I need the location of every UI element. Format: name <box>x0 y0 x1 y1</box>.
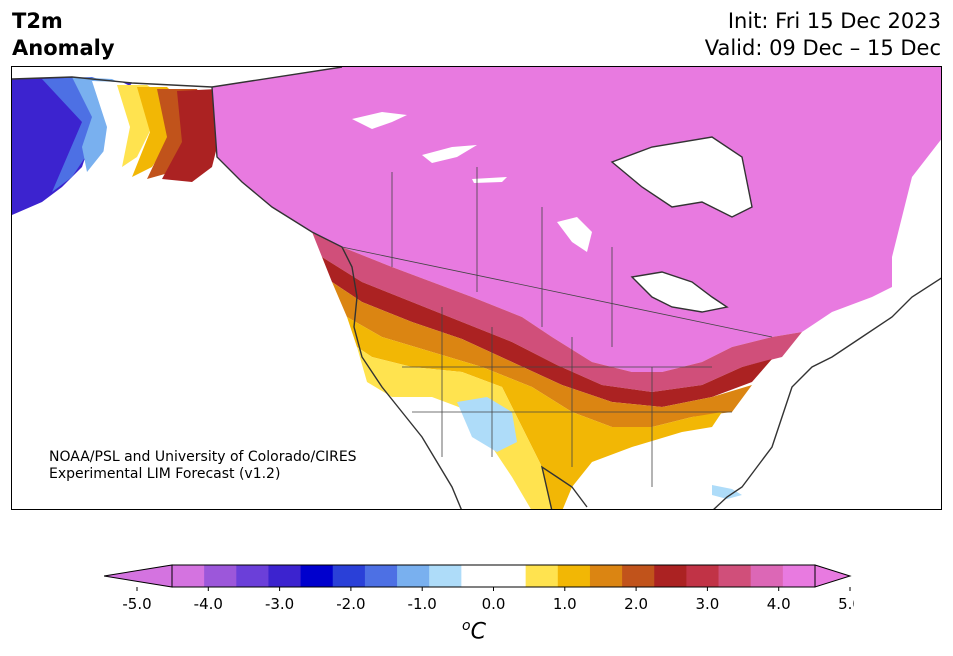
valid-range: Valid: 09 Dec – 15 Dec <box>704 36 941 60</box>
colorbar-tick-label: -2.0 <box>336 595 365 613</box>
credit-line-2: Experimental LIM Forecast (v1.2) <box>49 466 281 482</box>
colorbar-tick-label: 3.0 <box>695 595 719 613</box>
colorbar-cell <box>718 565 752 587</box>
great-lakes <box>632 272 727 312</box>
southwest-cool-patch <box>457 397 517 452</box>
colorbar-cell <box>300 565 334 587</box>
colorbar-cell <box>654 565 687 587</box>
colorbar-tick-label: 4.0 <box>767 595 791 613</box>
colorbar-cells <box>104 564 852 588</box>
colorbar-cell <box>429 565 462 587</box>
lake-athabasca <box>472 177 507 183</box>
warm-band-red <box>322 257 772 407</box>
title-line-1: T2m <box>12 9 63 33</box>
colorbar-tick-label: 0.0 <box>482 595 506 613</box>
colorbar-cell <box>268 565 302 587</box>
colorbar-max-arrow <box>814 564 852 588</box>
unit-degree-sup: o <box>462 618 471 634</box>
credit-line-1: NOAA/PSL and University of Colorado/CIRE… <box>49 449 357 465</box>
title-line-2: Anomaly <box>12 36 115 60</box>
colorbar-cell <box>172 565 205 587</box>
great-slave-lake <box>352 112 407 129</box>
lake-winnipeg <box>557 217 592 252</box>
colorbar-cell <box>332 565 366 587</box>
colorbar: -5.0 -4.0 -3.0 -2.0 -1.0 0.0 1.0 2.0 3.0 4.0 5.0 <box>104 564 854 613</box>
colorbar-tick-label: -1.0 <box>408 595 437 613</box>
map-title: T2m Anomaly <box>12 8 115 62</box>
colorbar-min-arrow <box>104 564 173 588</box>
warm-band-orange <box>332 282 752 427</box>
colorbar-cell <box>750 565 784 587</box>
colorbar-cell <box>204 565 237 587</box>
canada-darkred-band <box>162 89 222 182</box>
unit-letter: C <box>470 619 486 645</box>
colorbar-tick-label: -3.0 <box>265 595 294 613</box>
colorbar-cell <box>397 565 430 587</box>
warm-band-yellow <box>357 347 552 509</box>
colorbar-unit: oC <box>462 618 486 644</box>
colorbar-cell <box>557 565 591 587</box>
anomaly-map <box>11 66 942 510</box>
colorbar-cell <box>525 565 559 587</box>
init-date: Init: Fri 15 Dec 2023 <box>727 9 941 33</box>
colorbar-cell <box>686 565 720 587</box>
colorbar-ticks: -5.0 -4.0 -3.0 -2.0 -1.0 0.0 1.0 2.0 3.0 4.0 5.0 <box>122 587 854 613</box>
map-svg <box>12 67 941 509</box>
colorbar-tick-label: -4.0 <box>194 595 223 613</box>
colorbar-cell <box>493 565 527 587</box>
colorbar-cell <box>236 565 269 587</box>
political-borders <box>341 167 773 487</box>
forecast-dates: Init: Fri 15 Dec 2023 Valid: 09 Dec – 15… <box>705 8 941 62</box>
colorbar-tick-label: 2.0 <box>624 595 648 613</box>
hudson-bay <box>612 137 752 217</box>
warm-band-pink <box>312 232 802 392</box>
coastline-outlines <box>12 67 941 509</box>
colorbar-tick-label: -5.0 <box>122 595 151 613</box>
colorbar-cell <box>622 565 655 587</box>
colorbar-cell <box>364 565 398 587</box>
lake-winnipeg-area <box>422 145 477 163</box>
colorbar-cell <box>461 565 494 587</box>
florida-cool-patch <box>712 485 742 499</box>
colorbar-tick-label: 1.0 <box>553 595 577 613</box>
colorbar-cell <box>782 565 816 587</box>
credit-text: NOAA/PSL and University of Colorado/CIRE… <box>49 449 357 483</box>
colorbar-tick-label: 5.0 <box>838 595 854 613</box>
warm-band-yellow-orange <box>347 317 722 509</box>
colorbar-cell <box>589 565 623 587</box>
